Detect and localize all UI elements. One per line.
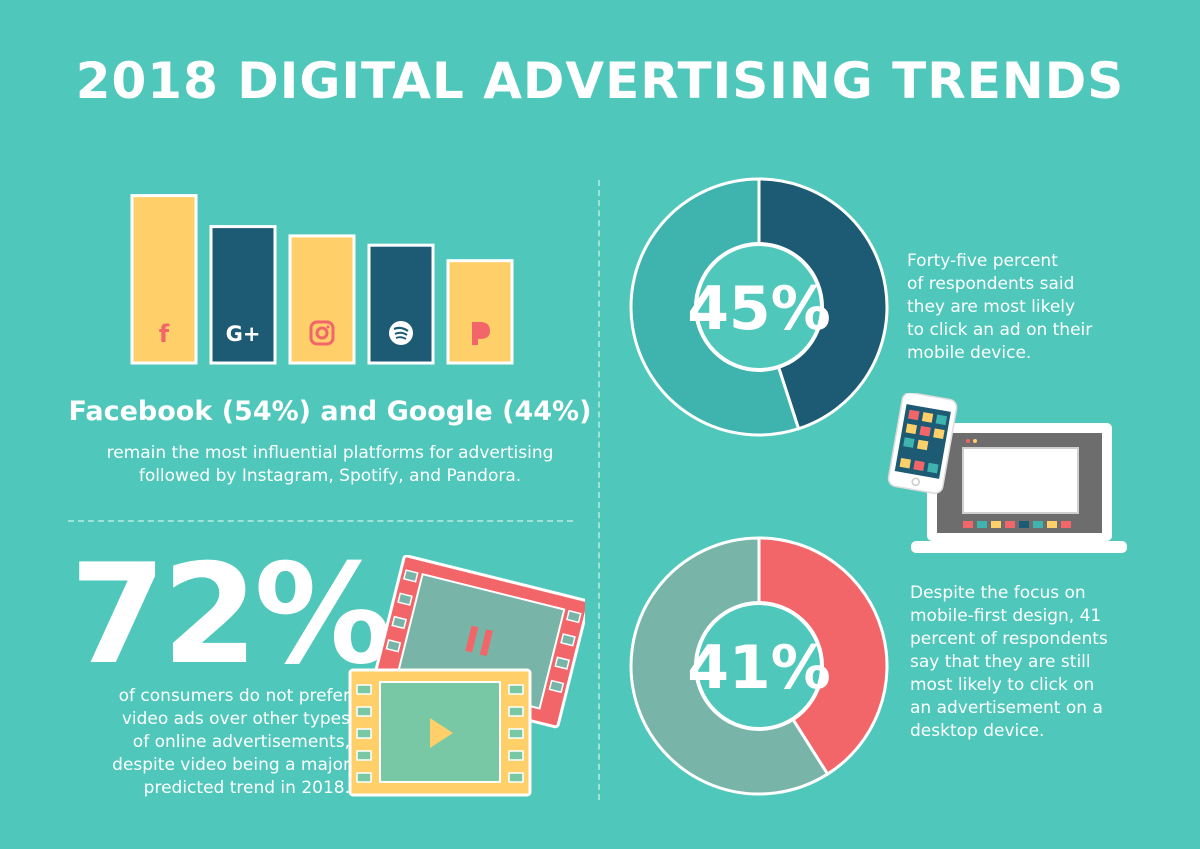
phone-icon [887, 393, 958, 494]
desktop-caption-line: mobile-first design, 41 [910, 606, 1102, 626]
google-plus-icon: G+ [226, 322, 261, 346]
mobile-donut-chart: 45% [629, 177, 889, 437]
play-icon [430, 718, 453, 748]
pandora-icon [472, 322, 490, 345]
facebook-icon: f [159, 320, 170, 348]
desktop-caption-line: Despite the focus on [910, 583, 1086, 603]
desktop-caption: Despite the focus on mobile-first design… [910, 582, 1170, 743]
video-caption-line: predicted trend in 2018. [143, 778, 350, 798]
desktop-caption-line: percent of respondents [910, 629, 1108, 649]
bar-headline: Facebook (54%) and Google (44%) [68, 396, 592, 427]
video-caption-line: video ads over other types [121, 709, 350, 729]
page-title: 2018 DIGITAL ADVERTISING TRENDS [75, 52, 1125, 110]
donut-hole [694, 242, 824, 372]
bar-caption-line: followed by Instagram, Spotify, and Pand… [138, 466, 522, 486]
horizontal-divider [68, 520, 573, 522]
bar [209, 225, 277, 365]
front-film-strip [348, 668, 532, 797]
laptop-icon [911, 423, 1127, 553]
mobile-caption-line: to click an ad on their [907, 320, 1093, 340]
video-caption: of consumers do not prefer video ads ove… [60, 685, 350, 800]
bar [130, 194, 198, 365]
desktop-caption-line: say that they are still [910, 652, 1091, 672]
svg-text:f: f [159, 320, 170, 348]
spotify-icon [389, 321, 413, 345]
mobile-caption: Forty-five percent of respondents said t… [907, 250, 1167, 365]
bar-caption-line: remain the most influential platforms fo… [106, 443, 554, 463]
mobile-caption-line: Forty-five percent [907, 251, 1058, 271]
bar-caption: remain the most influential platforms fo… [60, 442, 600, 488]
svg-text:G+: G+ [226, 322, 261, 346]
instagram-icon [309, 320, 335, 346]
bar [367, 243, 435, 365]
mobile-caption-line: they are most likely [907, 297, 1076, 317]
desktop-percent-label: 41% [687, 633, 831, 703]
desktop-caption-line: most likely to click on [910, 675, 1095, 695]
desktop-caption-line: an advertisement on a [910, 698, 1103, 718]
desktop-caption-line: desktop device. [910, 721, 1045, 741]
mobile-caption-line: mobile device. [907, 343, 1032, 363]
devices-illustration [887, 393, 1127, 553]
video-caption-line: of consumers do not prefer [118, 686, 350, 706]
video-caption-line: of online advertisements, [132, 732, 350, 752]
donut-hole [694, 601, 824, 731]
mobile-caption-line: of respondents said [907, 274, 1075, 294]
vertical-divider [598, 180, 600, 800]
bar [288, 234, 356, 365]
desktop-donut-chart: 41% [629, 536, 889, 796]
video-caption-line: despite video being a major [112, 755, 350, 775]
pause-icon [465, 625, 479, 653]
video-big-percent: 72% [70, 534, 392, 695]
bar [446, 259, 514, 365]
platform-bar-chart: f G+ [130, 194, 514, 365]
mobile-percent-label: 45% [687, 274, 831, 344]
film-strips-illustration [348, 555, 585, 797]
